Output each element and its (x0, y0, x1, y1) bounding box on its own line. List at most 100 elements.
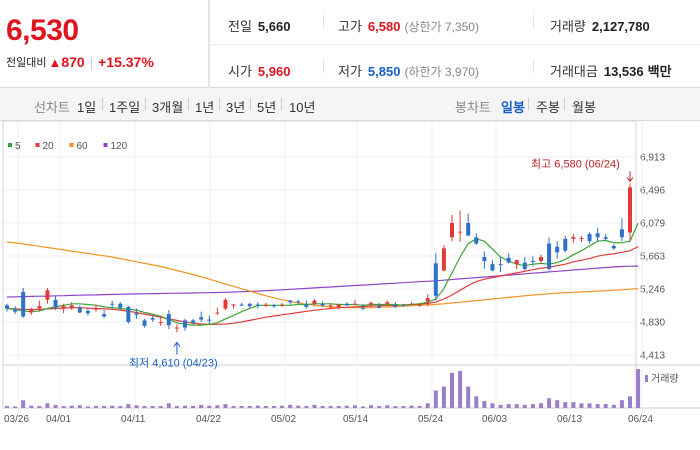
volume-bar (239, 406, 244, 408)
volume-bar (45, 403, 50, 408)
candle (21, 287, 26, 319)
stat-value: 2,127,780 (591, 19, 650, 34)
candle-chart-label: 봉차트 (455, 100, 491, 115)
candle (530, 256, 535, 267)
volume-bar (183, 405, 187, 408)
candle-body (417, 304, 422, 306)
volume-bar (579, 403, 584, 408)
stat-amount: 거래대금 13,536 백만 (550, 61, 672, 80)
low-arrowhead-icon (173, 341, 181, 347)
candle-body (450, 222, 454, 238)
volume-bar (85, 406, 90, 408)
change-row: 전일대비 ▲ 870 | +15.37% (6, 54, 154, 70)
change-label: 전일대비 (6, 57, 47, 69)
tab-daily[interactable]: 일봉 (501, 100, 525, 115)
candle (466, 213, 471, 236)
y-tick-label: 5,246 (640, 285, 665, 296)
candle (118, 302, 123, 311)
candle (522, 257, 527, 271)
volume-bar (94, 406, 98, 408)
volume-bar (158, 406, 163, 408)
candle-body (239, 304, 244, 306)
tab-10y[interactable]: 10년 (289, 100, 316, 115)
candle-body (247, 303, 252, 307)
candle-body (506, 257, 511, 263)
high-arrowhead-icon (626, 177, 634, 183)
volume-bar (344, 405, 349, 408)
legend-label: 60 (77, 141, 89, 152)
tab-3y[interactable]: 3년 (226, 100, 246, 115)
candle (312, 299, 317, 307)
volume-bar (514, 404, 519, 408)
change-separator: | (89, 54, 94, 70)
candle-body (199, 317, 204, 320)
candle (417, 302, 422, 307)
candle-body (142, 320, 147, 326)
x-tick-label: 03/26 (4, 414, 29, 425)
candle-body (37, 306, 42, 309)
candle-body (45, 290, 50, 300)
candle-body (409, 303, 414, 305)
candle (166, 310, 171, 330)
volume-bar (231, 406, 236, 408)
candle (102, 310, 107, 319)
tab-1d[interactable]: 1일 (77, 100, 97, 115)
volume-bar (191, 406, 196, 408)
candle-body (539, 257, 543, 261)
candle (320, 301, 325, 307)
tab-1w[interactable]: 1주일 (109, 100, 141, 115)
volume-bar (263, 406, 268, 408)
tab-3m[interactable]: 3개월 (152, 100, 184, 115)
candle (587, 232, 592, 244)
candle (547, 237, 552, 271)
candle-body (5, 305, 9, 309)
candle-body (619, 229, 624, 238)
volume-bar (458, 370, 463, 408)
candle (385, 300, 390, 306)
tab-weekly[interactable]: 주봉 (536, 100, 560, 115)
volume-bar (77, 405, 82, 408)
candle (215, 307, 220, 315)
y-tick-label: 5,663 (640, 252, 665, 263)
candle-body (490, 264, 495, 271)
tab-5y[interactable]: 5년 (257, 100, 277, 115)
x-tick-label: 04/22 (196, 414, 221, 425)
volume-bar (207, 405, 212, 408)
stat-label: 저가 (338, 64, 362, 79)
candle (45, 287, 50, 304)
candle (29, 307, 34, 315)
volume-bar (417, 406, 422, 408)
tab-1y[interactable]: 1년 (195, 100, 215, 115)
candle (498, 257, 503, 273)
candle (255, 302, 260, 309)
candle (441, 245, 446, 272)
candle (571, 234, 576, 243)
volume-bar (490, 403, 495, 408)
candle-body (401, 304, 406, 306)
volume-bar (361, 406, 365, 408)
volume-bar (474, 396, 479, 408)
candle (304, 300, 309, 309)
y-tick-label: 6,079 (640, 219, 665, 230)
price-box: 6,530 전일대비 ▲ 870 | +15.37% (0, 0, 209, 88)
volume-legend-swatch (645, 375, 648, 382)
candle (158, 315, 163, 326)
candle-body (361, 307, 365, 309)
volume-bar (142, 406, 147, 408)
candle-body (29, 309, 34, 313)
volume-bar (247, 406, 252, 408)
candle-body (215, 312, 220, 314)
legend-label: 20 (43, 141, 55, 152)
candle-body (571, 237, 576, 239)
stat-pipe (323, 59, 324, 73)
legend-swatch (103, 143, 108, 147)
volume-bar (255, 405, 260, 408)
tab-monthly[interactable]: 월봉 (572, 100, 596, 115)
candle-body (231, 304, 236, 306)
candle-body (69, 305, 74, 309)
candle (94, 304, 98, 312)
volume-bar (21, 400, 26, 408)
candle (539, 254, 543, 264)
candle-body (174, 327, 179, 329)
candle-body (433, 263, 438, 296)
